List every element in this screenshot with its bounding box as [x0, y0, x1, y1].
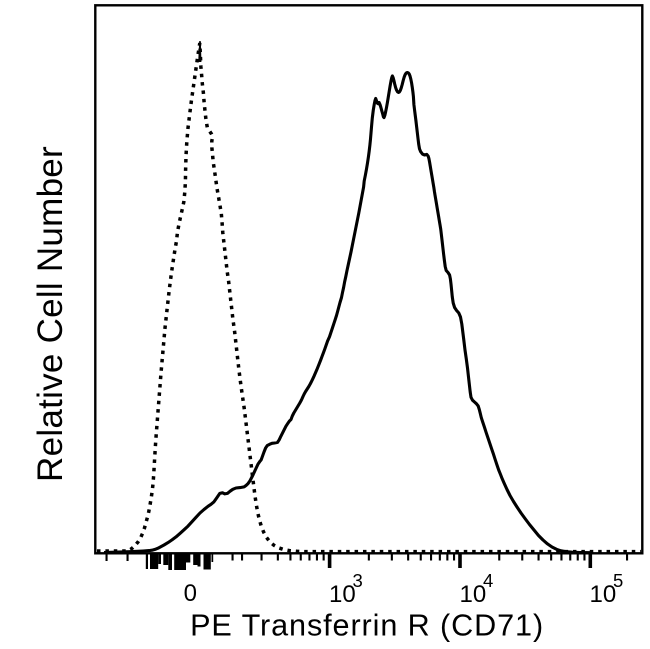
svg-text:PE Transferrin R (CD71): PE Transferrin R (CD71) [190, 609, 544, 643]
svg-text:10: 10 [460, 581, 487, 608]
svg-text:5: 5 [613, 570, 623, 591]
svg-text:4: 4 [483, 570, 493, 591]
svg-text:3: 3 [353, 570, 363, 591]
svg-text:Relative Cell Number: Relative Cell Number [31, 146, 70, 482]
svg-text:10: 10 [329, 581, 356, 608]
svg-text:0: 0 [184, 580, 197, 607]
svg-text:10: 10 [590, 581, 617, 608]
